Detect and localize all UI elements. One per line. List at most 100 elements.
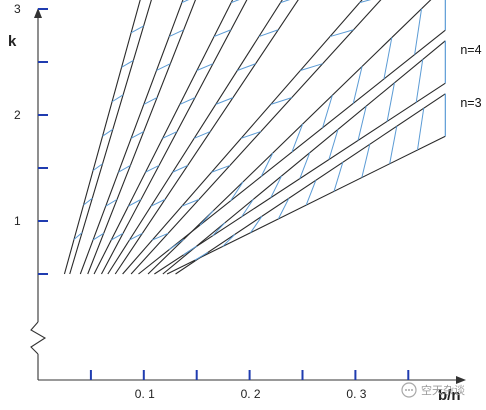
band-rung: [299, 152, 311, 179]
y-axis-break: [30, 321, 47, 355]
band-rung: [357, 105, 367, 141]
chat-bubble-dot-1: [405, 389, 407, 391]
band-rung: [179, 97, 196, 105]
band-upper-edge: [114, 0, 299, 275]
band-lower-edge: [138, 29, 446, 275]
band-rung: [130, 131, 144, 139]
band-rung: [168, 238, 184, 251]
band-rung: [215, 97, 234, 105]
band-rung: [241, 199, 254, 218]
band-rung: [129, 232, 143, 241]
band-rung: [328, 129, 339, 160]
band-rung: [277, 198, 290, 220]
band-rung: [168, 29, 184, 38]
x-axis-label: b/n: [438, 387, 461, 404]
band-rung: [260, 152, 274, 177]
x-tick-label: 0. 2: [241, 387, 261, 401]
band-rung: [322, 95, 333, 128]
y-axis-arrow-icon: [34, 8, 42, 18]
band-n10: [93, 0, 248, 275]
band-lower-edge: [79, 0, 184, 275]
band-rung: [222, 234, 236, 247]
band-rung: [145, 165, 160, 173]
band-upper-edge: [87, 0, 197, 275]
band-rung: [110, 232, 124, 241]
band-upper-edge: [130, 0, 382, 275]
band-rung: [230, 181, 244, 202]
band-rung: [92, 232, 104, 241]
labels: n=20n=15n=10n=8n=6n=5n=4n=3: [460, 0, 481, 110]
band-lower-edge: [63, 0, 141, 275]
x-tick-label: 0. 3: [346, 387, 366, 401]
y-tick-label: 1: [14, 214, 21, 228]
band-rung: [270, 175, 282, 198]
band-rung: [111, 94, 124, 103]
band-rung: [237, 63, 256, 71]
band-rung: [121, 59, 134, 68]
band-n4: [154, 40, 446, 275]
band-rung: [162, 131, 178, 139]
series-label: n=3: [460, 96, 481, 110]
band-rung: [383, 37, 393, 80]
band-rung: [352, 66, 363, 104]
band-n15: [79, 0, 197, 275]
band-upper-edge: [162, 40, 446, 275]
band-rung: [199, 210, 214, 226]
bands: [63, 0, 446, 275]
band-rung: [305, 180, 317, 206]
band-rung: [105, 198, 118, 207]
band-rung: [300, 63, 323, 71]
band-rung: [415, 59, 424, 103]
band-rung: [414, 8, 423, 55]
series-label: n=4: [460, 43, 481, 57]
band-rung: [361, 144, 371, 178]
band-n8: [107, 0, 299, 275]
band-rung: [181, 198, 200, 207]
band-rung: [128, 198, 142, 207]
band-rung: [240, 131, 262, 139]
band-rung: [258, 29, 279, 38]
band-rung: [291, 123, 304, 153]
band-upper-edge: [175, 93, 446, 275]
band-upper-edge: [147, 0, 432, 275]
band-upper-edge: [100, 0, 248, 275]
band-upper-edge: [69, 0, 152, 275]
band-rung: [92, 163, 103, 172]
band-rung: [156, 63, 171, 71]
band-n5: [138, 0, 446, 275]
band-rung: [194, 251, 209, 261]
band-rung: [102, 128, 114, 137]
watermark-text: 空天杂谈: [421, 383, 465, 397]
series-label: n=5: [460, 0, 481, 3]
axes: [30, 8, 466, 384]
band-rung: [270, 97, 292, 105]
band-rung: [196, 63, 214, 71]
band-n3: [166, 93, 446, 275]
band-rung: [417, 108, 425, 151]
chat-bubble-dot-3: [411, 389, 413, 391]
band-rung: [181, 0, 190, 4]
band-rung: [73, 232, 83, 240]
band-n20: [63, 0, 152, 275]
band-rung: [250, 216, 263, 233]
band-rung: [150, 198, 166, 207]
band-rung: [333, 162, 344, 192]
x-axis-arrow-icon: [456, 376, 466, 384]
chat-bubble-icon: [401, 382, 417, 398]
band-rung: [118, 165, 131, 173]
band-lower-edge: [154, 82, 446, 275]
band-rung: [193, 131, 211, 139]
band-n6: [122, 0, 382, 275]
band-rung: [386, 82, 395, 122]
watermark: 空天杂谈: [401, 382, 465, 398]
band-rung: [231, 0, 240, 4]
band-rung: [389, 126, 398, 164]
band-rung: [359, 0, 372, 4]
band-rung: [213, 29, 232, 38]
y-tick-label: 2: [14, 108, 21, 122]
y-axis-label: k: [8, 33, 17, 50]
band-rung: [211, 164, 231, 173]
band-rung: [280, 0, 291, 4]
